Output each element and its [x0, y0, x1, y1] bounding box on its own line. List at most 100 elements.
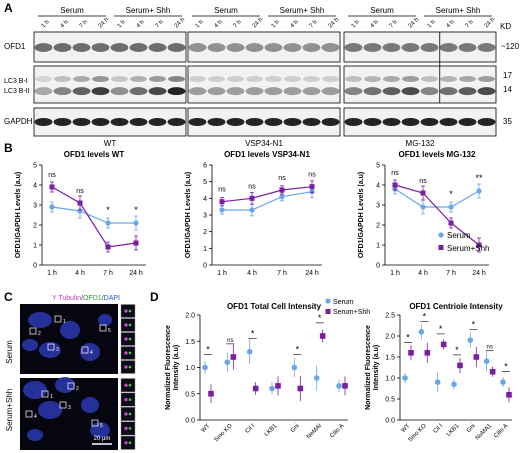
blot-time-label: 24 h [174, 17, 187, 30]
legend-serum: Serum [447, 231, 471, 240]
roi-label: 5 [100, 423, 103, 429]
data-point [451, 381, 457, 388]
blot-condition-label: WT [104, 139, 117, 148]
data-point [279, 194, 285, 200]
data-point [208, 390, 214, 397]
data-point [246, 348, 253, 355]
data-point [230, 354, 237, 360]
inset-panel [120, 332, 136, 346]
blot-row [187, 31, 341, 63]
blot-condition-label: MG-132 [406, 139, 435, 148]
y-tick-label: 3 [376, 203, 380, 210]
blot-time-label: 1 h [117, 19, 127, 29]
data-point [392, 182, 398, 188]
y-axis-label: Normalized Fluorescence [165, 325, 172, 410]
y-axis-label: Intensity (a.u) [173, 345, 180, 391]
legend-serum-shh: Serum+Shh [447, 244, 489, 253]
x-tick-label: LKB1 [446, 423, 461, 438]
roi-label: 1 [63, 319, 66, 325]
x-tick-label: Cilio A [493, 423, 509, 439]
y-tick-label: 1.5 [185, 339, 195, 346]
data-point [424, 350, 431, 356]
data-point [448, 204, 454, 210]
x-tick-label: 4 h [418, 270, 428, 277]
y-tick-label: 4 [33, 183, 37, 190]
x-tick-label: 4 h [247, 270, 257, 277]
significance-label: ns [391, 170, 399, 177]
data-point [448, 220, 454, 226]
row-label-lc3-bii: LC3 B-II [4, 88, 30, 95]
x-tick-label: 1 h [217, 270, 227, 277]
series-line [51, 206, 136, 224]
significance-label: ns [248, 183, 256, 190]
data-point [297, 385, 304, 392]
y-tick-label: 1 [376, 243, 380, 250]
inset-panel [120, 421, 136, 436]
blot-shh-label: Serum+ Shh [436, 6, 481, 15]
y-axis-label: OFD1/GAPDH Levels (a.u) [185, 172, 192, 258]
legend-serum: Serum [333, 299, 354, 306]
microscopy-images: 1 2 3 4 5 1 2 3 4 5 20 μm [20, 304, 136, 450]
kd-lc3-b: 14 [503, 85, 512, 94]
data-point [269, 385, 275, 392]
line-chart-1: OFD1 levels WT 0 1 2 3 4 5 1 h 4 h 7 h 24 h OFD1/GA… [15, 150, 146, 277]
x-tick-label: Gni [466, 423, 477, 434]
data-point [309, 184, 315, 190]
scatter-chart-1: OFD1 Total Cell Intensity 0.0 0.5 1.0 1.5 2.0… [165, 298, 370, 443]
roi-box [54, 315, 62, 323]
roi-box [67, 382, 75, 390]
x-tick-label: Smo KO [213, 423, 234, 444]
blot-row [33, 65, 187, 104]
series-line [221, 186, 313, 203]
significance-label: * [472, 320, 476, 330]
y-tick-label: 0.5 [385, 397, 395, 404]
data-point [408, 350, 414, 356]
x-tick-label: 4 h [75, 270, 85, 277]
panel-d-letter: D [150, 290, 159, 304]
data-point [252, 385, 259, 392]
blot-time-label: 4 h [60, 19, 70, 29]
y-tick-label: 1.0 [385, 376, 395, 383]
y-axis-label: OFD1/GAPDH Levels (a.u) [15, 172, 22, 258]
data-point [219, 207, 225, 213]
significance-label: * [449, 189, 453, 199]
western-blots: Serum Serum+ Shh 1 h 4 h 7 h 24 h 1 h 4 h 7 h 24 … [33, 6, 497, 148]
significance-label: * [106, 205, 110, 215]
roi-label: 2 [38, 331, 41, 337]
inset-panel [120, 346, 136, 360]
blot-time-label: 4 h [214, 19, 224, 29]
data-point [457, 362, 463, 369]
blot-time-label: 7 h [79, 19, 89, 29]
blot-time-label: 24 h [328, 17, 341, 30]
scale-bar-label: 20 μm [94, 436, 111, 442]
row-label-ofd1: OFD1 [4, 42, 26, 51]
x-tick-label: WT [201, 423, 212, 434]
roi-label: 3 [68, 405, 71, 411]
series-line [394, 184, 480, 246]
blot-time-label: 4 h [136, 19, 146, 29]
series-line [51, 186, 137, 248]
x-tick-label: 24 h [129, 270, 143, 277]
data-point [420, 190, 426, 196]
kd-gapdh: 35 [503, 117, 512, 126]
roi-box [59, 401, 67, 409]
x-tick-label: 1 h [390, 270, 400, 277]
significance-label: * [455, 345, 459, 355]
chart-title: OFD1 Total Cell Intensity [227, 302, 322, 311]
scatter-charts: OFD1 Total Cell Intensity 0.0 0.5 1.0 1.5 2.0… [165, 298, 512, 443]
significance-label: * [251, 329, 255, 339]
blot-shh-label: Serum+ Shh [126, 6, 171, 15]
micrograph-serum-shh: 1 2 3 4 5 20 μm [20, 377, 136, 450]
chart-title: OFD1 levels VSP34-N1 [224, 150, 310, 159]
data-point [49, 184, 55, 190]
significance-label: ns [218, 187, 226, 194]
blot-3: Serum Serum+ Shh 1 h 4 h 7 h 24 h 1 h 4 h 7 h 24 … [343, 6, 497, 148]
data-point [440, 341, 447, 348]
inset-panel [120, 304, 136, 318]
blot-time-label: 7 h [465, 19, 475, 29]
blot-time-label: 7 h [155, 19, 165, 29]
data-point [506, 392, 512, 398]
significance-label: ns [486, 345, 492, 351]
inset-panel [120, 435, 136, 450]
